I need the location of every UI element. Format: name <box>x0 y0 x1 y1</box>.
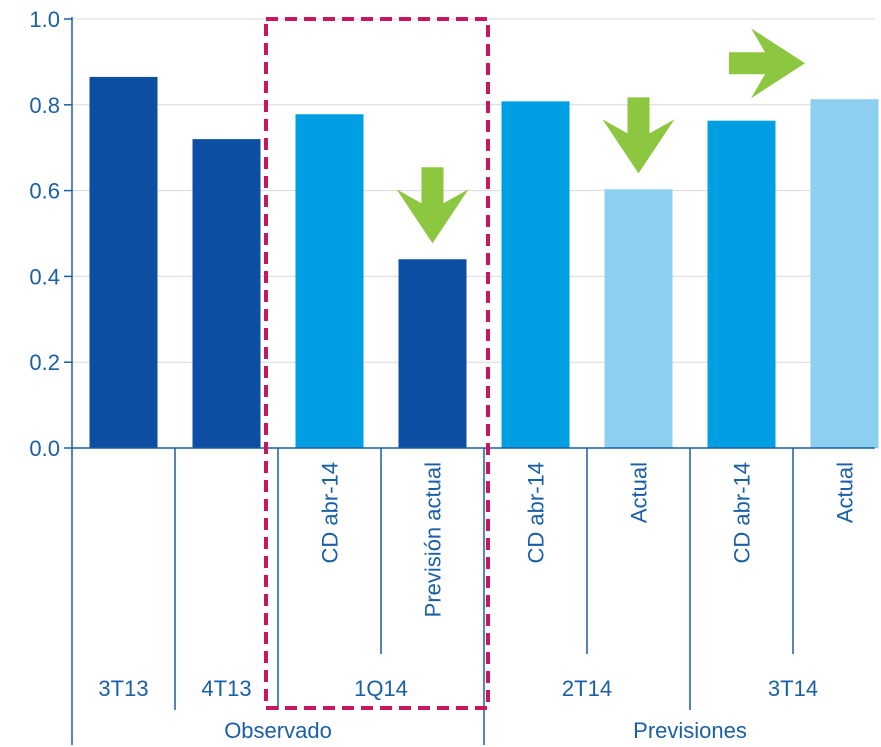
y-tick-label: 0.2 <box>29 350 60 375</box>
group-label: 4T13 <box>201 676 251 701</box>
annotations <box>264 17 805 710</box>
bar <box>89 76 158 448</box>
bar <box>707 120 776 448</box>
bar <box>295 114 364 448</box>
bars <box>89 76 879 449</box>
bar-label: Actual <box>627 462 652 523</box>
axes <box>64 17 875 745</box>
bar-label: CD abr-14 <box>318 462 343 563</box>
bar-label: Actual <box>833 462 858 523</box>
bar-label: CD abr-14 <box>524 462 549 563</box>
y-tick-label: 0.6 <box>29 179 60 204</box>
bar-label: Previsión actual <box>421 462 446 617</box>
bar <box>398 259 467 448</box>
arrow-down-icon <box>602 97 675 174</box>
supergroup-label: Previsiones <box>633 718 747 743</box>
arrow-down-icon <box>396 167 469 244</box>
bar <box>192 139 261 448</box>
group-label: 1Q14 <box>354 676 408 701</box>
bar <box>810 99 879 449</box>
supergroup-label: Observado <box>224 718 332 743</box>
y-tick-label: 0.0 <box>29 436 60 461</box>
group-label: 3T14 <box>768 676 818 701</box>
arrow-right-icon <box>729 28 805 99</box>
y-tick-label: 1.0 <box>29 7 60 32</box>
bar <box>604 189 673 449</box>
bar-label: CD abr-14 <box>730 462 755 563</box>
y-tick-label: 0.8 <box>29 93 60 118</box>
group-label: 3T13 <box>98 676 148 701</box>
y-tick-labels: 0.0 0.2 0.4 0.6 0.8 1.0 <box>29 7 60 461</box>
bar <box>501 101 570 449</box>
y-tick-label: 0.4 <box>29 264 60 289</box>
group-label: 2T14 <box>562 676 612 701</box>
category-labels: CD abr-14 Previsión actual CD abr-14 Actual… <box>98 462 857 743</box>
